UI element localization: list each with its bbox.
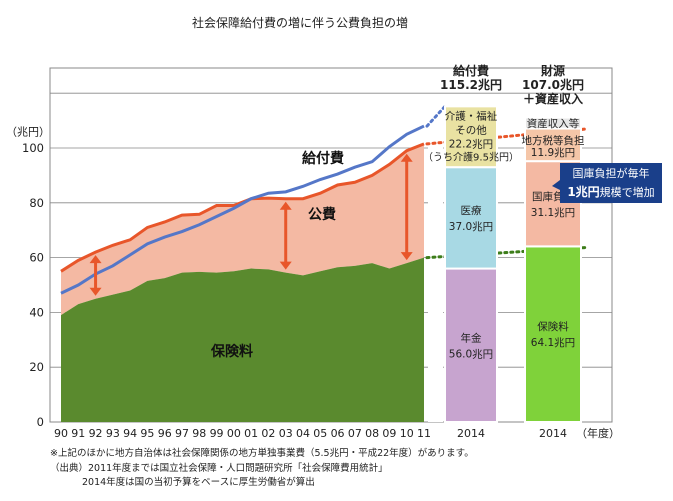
segment-sublabel: （うち介護9.5兆円） bbox=[423, 150, 519, 163]
segment-label: 地方税等負担 bbox=[522, 134, 585, 147]
gap-arrow-head bbox=[400, 153, 413, 162]
page-title: 社会保障給付費の増に伴う公費負担の増 bbox=[191, 16, 408, 30]
area-series bbox=[61, 100, 443, 422]
x-tick-label: 03 bbox=[279, 427, 293, 440]
y-tick-label: 80 bbox=[29, 196, 44, 210]
kohi-area bbox=[61, 143, 424, 316]
bar-header: 財源 bbox=[540, 63, 565, 78]
x-tick-label: 90 bbox=[54, 427, 68, 440]
segment-label: その他 bbox=[455, 123, 487, 136]
kyufu-label: 給付費 bbox=[302, 150, 344, 167]
bar-header: 給付費 bbox=[453, 63, 489, 78]
x-tick-label: 01 bbox=[244, 427, 258, 440]
segment-value: 11.9兆円 bbox=[531, 147, 575, 159]
segment-label: 保険料 bbox=[537, 320, 569, 333]
bar-header: ＋資産収入 bbox=[523, 91, 583, 106]
x-tick-label: 91 bbox=[71, 427, 85, 440]
note-1: ※上記のほかに地方自治体は社会保障関係の地方単独事業費（5.5兆円・平成22年度… bbox=[50, 448, 474, 459]
callout-bold: 1兆円 bbox=[567, 184, 599, 199]
callout-rest: 規模で増加 bbox=[600, 185, 655, 199]
gap-arrow-head bbox=[89, 287, 102, 296]
y-axis-unit: （兆円） bbox=[6, 126, 50, 139]
callout-line2: 1兆円規模で増加 bbox=[567, 184, 654, 199]
notes: ※上記のほかに地方自治体は社会保障関係の地方単独事業費（5.5兆円・平成22年度… bbox=[50, 447, 474, 491]
x-tick-label: 99 bbox=[210, 427, 224, 440]
bar-segment bbox=[444, 105, 498, 169]
bar-segment bbox=[524, 245, 582, 423]
x-tick-label: 05 bbox=[313, 427, 327, 440]
y-tick-label: 20 bbox=[29, 360, 44, 374]
x-tick-label: 96 bbox=[158, 427, 172, 440]
hoken-label: 保険料 bbox=[210, 343, 253, 360]
segment-label: 資産収入等 bbox=[527, 117, 580, 130]
bar-header: 115.2兆円 bbox=[440, 77, 502, 92]
segment-value: 22.2兆円 bbox=[449, 138, 493, 150]
y-tick-label: 100 bbox=[22, 141, 44, 155]
y-tick-label: 60 bbox=[29, 251, 44, 265]
x-tick-label: 10 bbox=[400, 427, 414, 440]
kyufu-line bbox=[60, 124, 425, 295]
callout-line1: 国庫負担が毎年 bbox=[573, 166, 650, 180]
y-tick-label: 40 bbox=[29, 305, 44, 319]
note-2014: 2014年度は国の当初予算をベースに厚生労働省が算出 bbox=[82, 477, 315, 488]
x-tick-label: 92 bbox=[89, 427, 103, 440]
hoken-area bbox=[61, 257, 424, 422]
x-tick-label: 94 bbox=[123, 427, 137, 440]
x-tick-label: 07 bbox=[348, 427, 362, 440]
x-tick-label: 11 bbox=[417, 427, 431, 440]
gap-arrow-head bbox=[400, 252, 413, 261]
x-tick-label: 93 bbox=[106, 427, 120, 440]
x-tick-label: 08 bbox=[365, 427, 379, 440]
segment-value: 37.0兆円 bbox=[449, 221, 493, 233]
chart-labels: 給付費公費保険料給付費115.2兆円財源107.0兆円＋資産収入国庫負担が毎年1… bbox=[210, 63, 662, 360]
x-tick-label: 04 bbox=[296, 427, 310, 440]
bar-header: 107.0兆円 bbox=[522, 77, 584, 92]
x-axis-unit: （年度） bbox=[576, 426, 620, 440]
bar-segment bbox=[524, 127, 582, 163]
gap-arrow-head bbox=[279, 261, 292, 270]
segment-label: 介護・福祉 bbox=[445, 109, 498, 122]
bar-segment bbox=[444, 267, 498, 423]
callout-box bbox=[560, 163, 662, 203]
bar-category-label: 2014 bbox=[457, 427, 485, 440]
bar-segment bbox=[444, 166, 498, 270]
x-tick-label: 09 bbox=[382, 427, 396, 440]
callout-pointer bbox=[552, 180, 560, 190]
bar-segment bbox=[524, 116, 582, 130]
x-tick-label: 95 bbox=[140, 427, 154, 440]
x-tick-label: 02 bbox=[261, 427, 275, 440]
x-tick-label: 00 bbox=[227, 427, 241, 440]
note-source: （出典）2011年度までは国立社会保障・人口問題研究所「社会保障費用統計」 bbox=[50, 462, 388, 474]
gap-arrow-head bbox=[89, 255, 102, 264]
segment-value: 56.0兆円 bbox=[449, 348, 493, 360]
gap-arrow-head bbox=[279, 201, 292, 210]
segment-label: 医療 bbox=[461, 204, 482, 217]
segment-value: 64.1兆円 bbox=[531, 337, 575, 349]
x-tick-label: 06 bbox=[331, 427, 345, 440]
bar-category-label: 2014 bbox=[539, 427, 567, 440]
x-tick-label: 97 bbox=[175, 427, 189, 440]
gap bbox=[428, 100, 443, 422]
segment-value: 31.1兆円 bbox=[531, 207, 575, 219]
segment-label: 年金 bbox=[461, 331, 482, 344]
kyufu-connector bbox=[425, 104, 447, 128]
y-tick-label: 0 bbox=[37, 415, 44, 429]
kohi-label: 公費 bbox=[308, 206, 336, 223]
x-tick-label: 98 bbox=[192, 427, 206, 440]
